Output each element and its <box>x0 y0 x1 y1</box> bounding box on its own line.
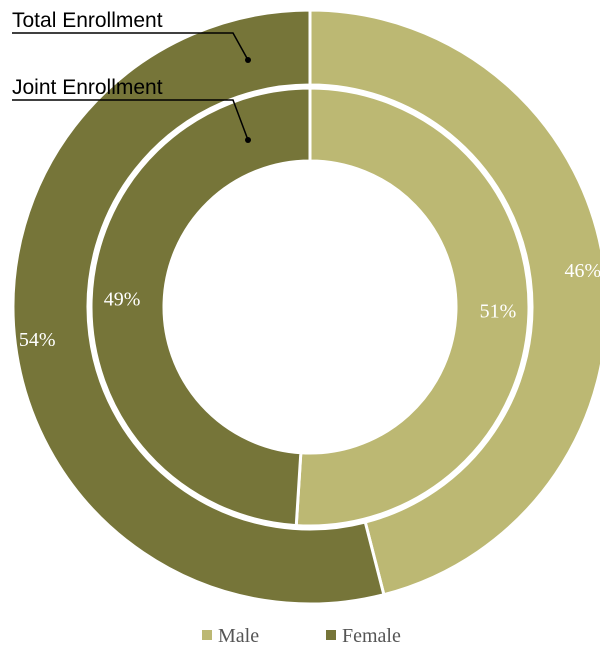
callout-leader-outer <box>12 32 249 61</box>
inner-ring-callout: Joint Enrollment <box>12 76 251 143</box>
callout-dot-inner <box>245 137 251 143</box>
series-label-joint-enrollment: Joint Enrollment <box>12 76 163 99</box>
inner-ring-slice-male <box>294 86 531 528</box>
series-label-total-enrollment: Total Enrollment <box>12 9 163 32</box>
callout-dot-outer <box>245 57 251 63</box>
outer-ring-slice-male <box>308 8 600 597</box>
legend-swatch-male <box>202 630 212 640</box>
inner-ring-label-female: 49% <box>104 289 141 311</box>
legend: Male Female <box>202 625 401 647</box>
outer-ring-callout: Total Enrollment <box>12 9 251 63</box>
legend-swatch-female <box>326 630 336 640</box>
inner-ring-label-male: 51% <box>480 300 517 322</box>
inner-ring-slice-female <box>89 86 312 528</box>
chart-slices <box>11 8 600 606</box>
outer-ring-label-female: 54% <box>19 329 56 351</box>
legend-label-male: Male <box>218 625 259 647</box>
outer-ring-label-male: 46% <box>564 260 600 282</box>
callout-leader-inner <box>12 99 249 141</box>
data-labels: 46% 54% 51% 49% <box>19 260 600 351</box>
outer-ring-slice-female <box>11 8 386 606</box>
legend-label-female: Female <box>342 625 401 647</box>
